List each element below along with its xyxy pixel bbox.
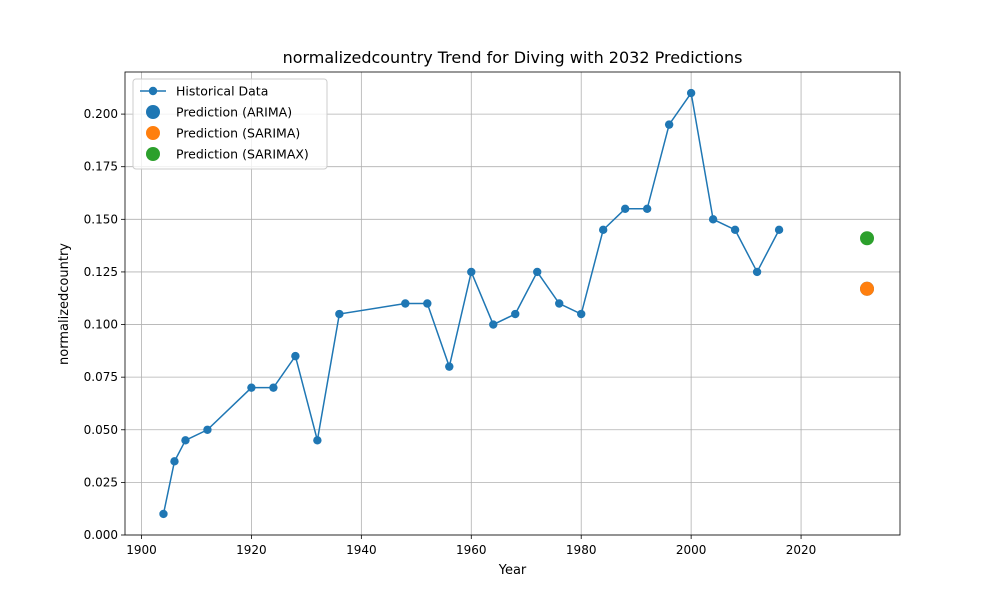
- historical-data-point: [467, 267, 476, 277]
- x-tick-label: 1920: [236, 543, 267, 557]
- historical-data-point: [577, 309, 586, 319]
- historical-data-point: [730, 225, 740, 235]
- historical-data-point: [664, 120, 674, 129]
- legend-label: Prediction (SARIMA): [176, 126, 300, 141]
- historical-data-point: [445, 362, 454, 371]
- historical-data-point: [247, 383, 256, 392]
- historical-data-point: [555, 299, 564, 308]
- x-tick-label: 1940: [346, 543, 377, 557]
- historical-data-point: [598, 225, 608, 235]
- y-tick-label: 0.025: [84, 475, 118, 489]
- x-axis-label: Year: [498, 563, 527, 578]
- historical-data-point: [269, 383, 278, 392]
- historical-data-point: [401, 299, 410, 308]
- y-tick-label: 0.200: [84, 107, 118, 121]
- historical-data-point: [686, 88, 696, 98]
- legend: Historical Data Prediction (ARIMA) Predict…: [132, 78, 328, 170]
- series-layer: [159, 88, 875, 519]
- y-tick-label: 0.075: [84, 370, 118, 384]
- historical-data-point: [489, 320, 498, 329]
- y-tick-label: 0.000: [84, 528, 118, 542]
- historical-data-point: [533, 267, 542, 277]
- historical-data-point: [774, 225, 784, 235]
- x-tick-label: 1900: [126, 543, 157, 557]
- historical-data-point: [511, 309, 520, 319]
- legend-label: Historical Data: [176, 84, 268, 99]
- historical-data-point: [620, 204, 630, 213]
- y-tick-label: 0.175: [84, 160, 118, 174]
- y-axis-label: normalizedcountry: [57, 243, 72, 365]
- axes-layer: 1900 1920 1940 1960 1980 2000 2020 0.000 0.025 0.…: [84, 71, 901, 557]
- x-tick-label: 1960: [456, 543, 487, 557]
- y-tick-label: 0.150: [84, 212, 118, 226]
- historical-data-point: [335, 309, 344, 319]
- chart-title: normalizedcountry Trend for Diving with …: [283, 48, 743, 67]
- prediction-point: [860, 231, 875, 246]
- historical-data-point: [313, 436, 322, 445]
- legend-box: [132, 78, 328, 170]
- historical-data-point: [159, 509, 168, 519]
- legend-marker: [146, 126, 160, 140]
- historical-data-point: [642, 204, 652, 213]
- historical-data-point: [752, 267, 762, 277]
- y-tick-label: 0.100: [84, 318, 118, 332]
- historical-data-point: [423, 299, 432, 308]
- y-tick-label: 0.050: [84, 423, 118, 437]
- legend-marker: [148, 86, 158, 96]
- x-tick-label: 2020: [786, 543, 817, 557]
- x-tick-label: 2000: [676, 543, 707, 557]
- historical-data-point: [203, 425, 212, 434]
- legend-marker: [146, 105, 160, 119]
- historical-data-point: [170, 457, 179, 466]
- legend-label: Prediction (SARIMAX): [176, 147, 309, 162]
- historical-data-point: [181, 436, 190, 445]
- historical-data-point: [291, 351, 300, 361]
- legend-marker: [146, 147, 160, 161]
- historical-data-point: [708, 215, 718, 224]
- prediction-point: [860, 281, 875, 296]
- y-tick-label: 0.125: [84, 265, 118, 279]
- plot-frame: [124, 71, 901, 536]
- legend-label: Prediction (ARIMA): [176, 105, 292, 120]
- x-tick-label: 1980: [566, 543, 597, 557]
